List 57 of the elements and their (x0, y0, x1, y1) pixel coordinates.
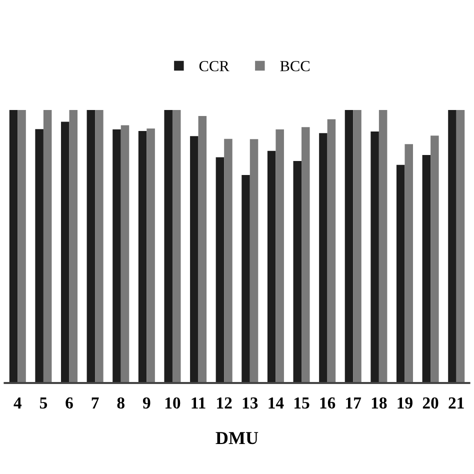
bar (344, 110, 354, 383)
bar (69, 110, 78, 383)
legend-label: BCC (280, 61, 310, 72)
bar (422, 155, 431, 383)
x-tick-label: 21 (448, 397, 464, 408)
bar (9, 110, 18, 383)
bar (448, 110, 456, 383)
bar (138, 130, 147, 383)
bar (146, 128, 155, 383)
x-tick-label: 17 (346, 397, 362, 408)
x-tick-label: 19 (398, 397, 412, 409)
bar (35, 129, 44, 383)
bar (267, 150, 276, 383)
bar (250, 139, 258, 383)
bar (242, 174, 250, 383)
bar (327, 119, 336, 383)
bar (216, 157, 224, 383)
x-tick-label: 12 (217, 397, 232, 408)
bar (172, 110, 181, 383)
bar (430, 136, 439, 383)
bar (18, 110, 26, 383)
bar (378, 110, 388, 383)
bar (396, 164, 405, 383)
x-tick-label: 16 (320, 397, 336, 409)
x-tick-label: 4 (14, 397, 22, 408)
x-tick-label: 18 (372, 397, 387, 409)
x-tick-label: 7 (92, 398, 99, 408)
bar (43, 110, 52, 383)
x-tick-label: 8 (117, 397, 124, 409)
bar (86, 110, 96, 383)
bar (224, 138, 232, 383)
x-tick-label: 14 (268, 397, 284, 408)
bar (95, 110, 104, 383)
x-tick-label: 13 (242, 397, 258, 409)
legend-label: CCR (199, 61, 230, 72)
x-tick-label: 5 (40, 398, 48, 409)
x-tick-label: 15 (294, 397, 310, 409)
x-tick-label: 9 (142, 397, 150, 409)
x-tick-label: 10 (165, 397, 180, 409)
bar (319, 133, 328, 383)
bar (370, 132, 379, 383)
bar (293, 161, 302, 383)
bar (120, 125, 130, 383)
bar (61, 122, 70, 383)
bar (404, 144, 413, 383)
x-tick-label: 6 (66, 397, 73, 409)
bar (112, 129, 121, 383)
bar (190, 136, 198, 383)
x-tick-label: 11 (192, 397, 206, 408)
bar (198, 116, 207, 383)
bar (302, 127, 310, 383)
x-tick-label: 20 (422, 397, 438, 409)
bar (164, 110, 172, 383)
bar (276, 129, 284, 383)
bar (456, 110, 465, 383)
x-axis-title: DMU (216, 432, 258, 444)
bar (353, 110, 362, 383)
